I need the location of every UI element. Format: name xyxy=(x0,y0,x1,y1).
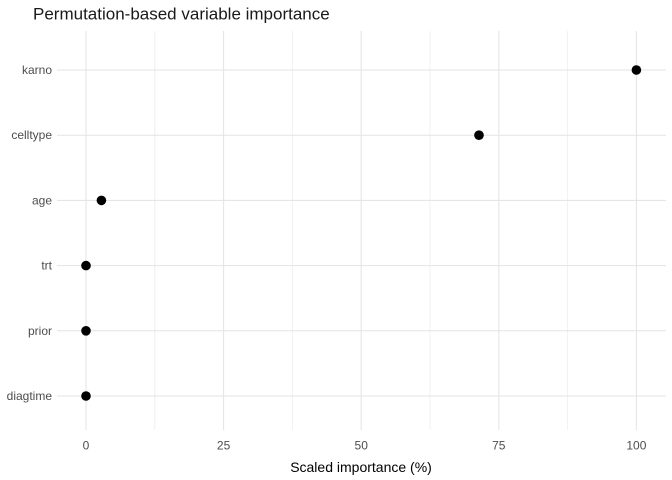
x-axis-tick-label: 25 xyxy=(217,439,231,453)
x-axis-tick-label: 50 xyxy=(355,439,369,453)
plot-title: Permutation-based variable importance xyxy=(33,5,330,24)
data-point xyxy=(96,195,107,206)
x-axis-tick-label: 0 xyxy=(83,439,90,453)
x-axis-tick-labels: 0 25 50 75 100 xyxy=(83,439,647,453)
x-axis-title: Scaled importance (%) xyxy=(290,459,432,475)
data-point xyxy=(631,65,642,75)
minor-gridlines xyxy=(154,31,569,430)
data-point xyxy=(81,326,91,336)
x-axis-tick-label: 75 xyxy=(492,439,506,453)
y-axis-label: prior xyxy=(28,324,52,338)
data-point xyxy=(81,260,91,271)
y-axis-label: trt xyxy=(41,259,52,273)
data-point xyxy=(81,391,91,401)
x-axis-tick-label: 100 xyxy=(626,439,646,453)
major-gridlines xyxy=(57,31,666,430)
y-axis-labels: karno celltype age trt prior diagtime xyxy=(7,63,53,403)
y-axis-label: karno xyxy=(22,63,52,77)
y-axis-label: age xyxy=(32,193,52,207)
y-axis-label: diagtime xyxy=(7,389,53,403)
data-point xyxy=(474,130,484,140)
y-axis-label: celltype xyxy=(11,128,52,142)
data-points xyxy=(81,65,642,401)
